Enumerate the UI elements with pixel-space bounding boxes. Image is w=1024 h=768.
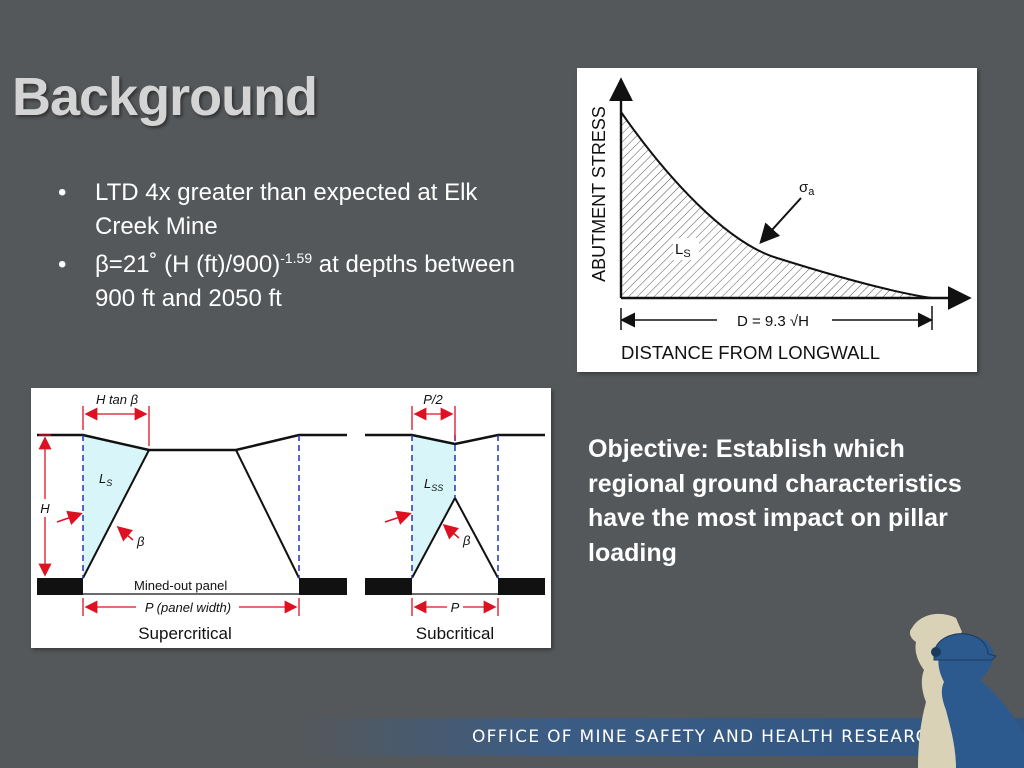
mined-out-label: Mined-out panel xyxy=(134,578,227,593)
break-line-right xyxy=(235,449,300,579)
objective-text: Objective: Establish which regional grou… xyxy=(588,435,962,567)
ls-super-label: LS xyxy=(99,471,112,488)
break-line-sub-right xyxy=(454,497,499,579)
footer-band xyxy=(296,718,1024,756)
beta-arrow-sub xyxy=(442,524,460,540)
beta-sub-label: β xyxy=(462,533,471,548)
panel-width-label: P (panel width) xyxy=(145,600,231,615)
lss-label: LSS xyxy=(424,476,443,493)
lss-shaded-region xyxy=(412,435,455,578)
bullet-beta-depths: at depths between 900 ft and 2050 ft xyxy=(95,251,515,312)
sigma-symbol: σ xyxy=(799,179,809,196)
subcritical-caption: Subcritical xyxy=(416,624,494,643)
lss-letter: L xyxy=(424,476,431,491)
x-axis-label: DISTANCE FROM LONGWALL xyxy=(621,342,880,363)
footer-text: OFFICE OF MINE SAFETY AND HEALTH RESEARC… xyxy=(472,727,943,747)
miner-silhouette-logo xyxy=(909,613,1024,768)
bullet-symbol: • xyxy=(58,179,67,206)
panel-width-svg: Mined-out panel H tan β H LS β P (panel … xyxy=(37,392,545,643)
subcritical-diagram: P/2 LSS β P Subcritical xyxy=(365,392,545,643)
coal-seam-right xyxy=(299,578,347,595)
ls-super-subscript: S xyxy=(106,478,112,488)
bullet-symbol: • xyxy=(58,251,67,278)
beta-super-label: β xyxy=(136,534,145,549)
p2-label: P/2 xyxy=(423,392,443,407)
y-axis-label: ABUTMENT STRESS xyxy=(589,106,609,282)
surface-profile xyxy=(37,433,347,452)
ls-letter: L xyxy=(675,241,683,258)
sigma-leader-arrow xyxy=(759,197,802,244)
psub-label: P xyxy=(451,600,460,615)
dim-label: D = 9.3 √H xyxy=(737,313,809,330)
ls-super-letter: L xyxy=(99,471,106,486)
coal-seam-left xyxy=(37,578,83,595)
sigma-subscript: a xyxy=(808,186,815,198)
ls-label: LS xyxy=(675,241,691,260)
break-line-sub-left xyxy=(411,497,456,579)
h-label: H xyxy=(40,501,50,516)
abutment-stress-diagram: ABUTMENT STRESS σa LS D = 9.3 √H DISTANC… xyxy=(577,68,977,372)
bullet-beta-formula: β=21˚ (H (ft)/900) xyxy=(95,251,281,278)
ls-subscript: S xyxy=(683,248,690,260)
stress-curve xyxy=(620,111,933,299)
supercritical-caption: Supercritical xyxy=(138,624,232,643)
panel-width-diagram: Mined-out panel H tan β H LS β P (panel … xyxy=(31,388,551,648)
miner-front-figure xyxy=(938,635,1024,768)
slide-title: Background xyxy=(12,67,318,127)
bullet-exponent: -1.59 xyxy=(280,250,313,266)
hard-hat-icon xyxy=(933,633,997,661)
coal-seam-sub-left xyxy=(365,578,412,595)
bullet-ltd: • LTD 4x greater than expected at Elk Cr… xyxy=(58,176,528,244)
break-line-left xyxy=(82,449,150,579)
abutment-stress-svg: ABUTMENT STRESS σa LS D = 9.3 √H DISTANC… xyxy=(589,77,972,363)
coal-seam-sub-right xyxy=(498,578,545,595)
bullet-list: • LTD 4x greater than expected at Elk Cr… xyxy=(58,176,528,320)
sigma-a-label: σa xyxy=(799,179,815,198)
ls-shaded-region xyxy=(83,435,149,578)
beta-arrow-super xyxy=(116,526,134,542)
lss-subscript: SS xyxy=(431,483,443,493)
bullet-text: LTD 4x greater than expected at Elk Cree… xyxy=(95,179,478,240)
sub-pointer-arrow xyxy=(384,510,412,525)
cap-lamp-icon xyxy=(931,647,941,657)
ls-hatched-area xyxy=(621,112,932,298)
supercritical-diagram: Mined-out panel H tan β H LS β P (panel … xyxy=(37,392,347,643)
h-pointer-arrow xyxy=(56,510,83,526)
bullet-beta: • β=21˚ (H (ft)/900)-1.59 at depths betw… xyxy=(58,248,528,316)
surface-profile-sub xyxy=(365,433,545,446)
htan-label: H tan β xyxy=(96,392,139,407)
